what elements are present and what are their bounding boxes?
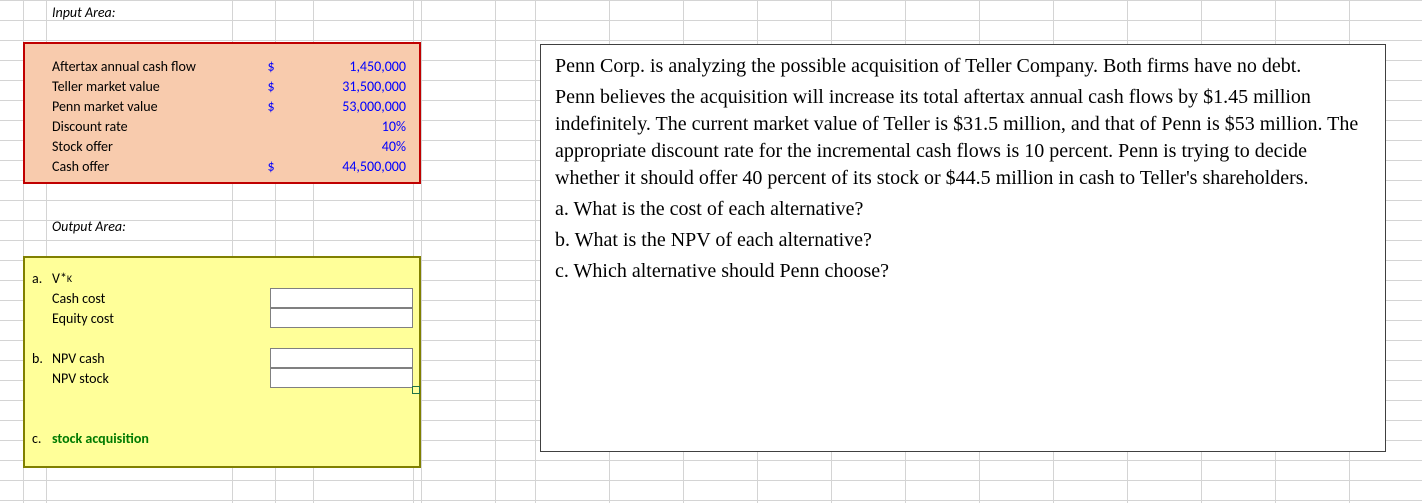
npv-cash-input[interactable] — [270, 348, 413, 368]
vstar-sub: K — [67, 272, 72, 285]
equity-cost-input[interactable] — [270, 308, 413, 328]
input-row-currency: $ — [252, 96, 290, 116]
input-row-value[interactable]: 53,000,000 — [300, 96, 412, 116]
output-c-label: stock acquisition — [46, 428, 246, 448]
npv-stock-input[interactable] — [270, 368, 413, 388]
problem-text-box: Penn Corp. is analyzing the possible acq… — [540, 44, 1386, 452]
input-row-value[interactable]: 10% — [300, 116, 412, 136]
output-c-letter: c. — [26, 428, 44, 448]
output-b-letter: b. — [26, 348, 44, 368]
cash-cost-input[interactable] — [270, 288, 413, 308]
input-row-currency: $ — [252, 76, 290, 96]
input-row-label: Penn market value — [46, 96, 232, 116]
input-row-currency: $ — [252, 156, 290, 176]
problem-p2: Penn believes the acquisition will incre… — [555, 84, 1371, 192]
input-area-heading: Input Area: — [46, 2, 232, 22]
problem-qc: c. Which alternative should Penn choose? — [555, 258, 1371, 285]
input-row-label: Aftertax annual cash flow — [46, 56, 232, 76]
spreadsheet-sheet[interactable]: Input Area: Aftertax annual cash flow $1,… — [0, 0, 1422, 503]
input-row-value[interactable]: 40% — [300, 136, 412, 156]
problem-qb: b. What is the NPV of each alternative? — [555, 227, 1371, 254]
problem-p1: Penn Corp. is analyzing the possible acq… — [555, 53, 1371, 80]
input-row-currency: $ — [252, 56, 290, 76]
problem-qa: a. What is the cost of each alternative? — [555, 196, 1371, 223]
equity-cost-label: Equity cost — [46, 308, 196, 328]
npv-cash-label: NPV cash — [46, 348, 196, 368]
output-a-label: V*K — [46, 268, 106, 288]
output-area-heading: Output Area: — [46, 216, 232, 236]
input-row-label: Stock offer — [46, 136, 232, 156]
input-row-value[interactable]: 31,500,000 — [300, 76, 412, 96]
npv-stock-label: NPV stock — [46, 368, 196, 388]
input-row-label: Teller market value — [46, 76, 232, 96]
cash-cost-label: Cash cost — [46, 288, 196, 308]
vstar-text: V* — [52, 270, 67, 287]
input-row-value[interactable]: 44,500,000 — [300, 156, 412, 176]
input-row-label: Cash offer — [46, 156, 232, 176]
input-row-value[interactable]: 1,450,000 — [300, 56, 412, 76]
input-row-label: Discount rate — [46, 116, 232, 136]
output-a-letter: a. — [26, 268, 44, 288]
